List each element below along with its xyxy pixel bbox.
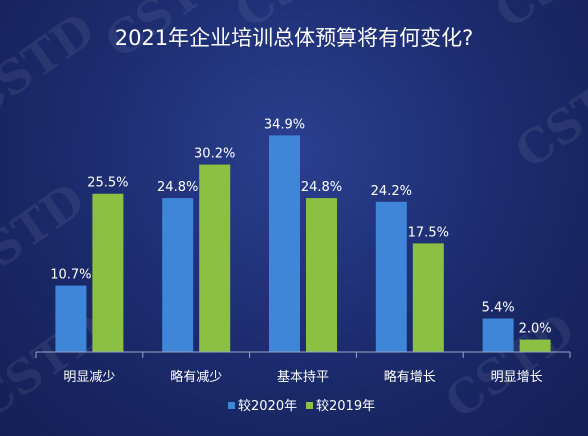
- data-label: 2.0%: [519, 322, 552, 337]
- bar-series1: [55, 285, 87, 352]
- chart-title: 2021年企业培训总体预算将有何变化?: [115, 26, 474, 50]
- bar-series2: [412, 243, 444, 352]
- bar-series1: [375, 201, 407, 352]
- legend-label: 较2020年: [238, 399, 297, 414]
- data-label: 30.2%: [194, 147, 235, 162]
- bar-series1: [482, 318, 514, 352]
- data-label: 25.5%: [87, 176, 128, 191]
- legend-swatch: [228, 402, 235, 409]
- category-label: 明显增长: [491, 370, 543, 385]
- category-label: 明显减少: [63, 370, 115, 385]
- legend: 较2020年 较2019年: [228, 399, 375, 414]
- bar-series1: [162, 198, 194, 352]
- bar-series2: [306, 198, 337, 352]
- category-label: 略有减少: [170, 369, 222, 385]
- data-label: 24.8%: [301, 180, 342, 195]
- watermark-text: CSTD: [0, 2, 104, 129]
- bar-series2: [519, 339, 551, 352]
- bars-layer: 10.7% 25.5% 24.8% 30.2% 34.9% 24.8% 24.2% 17.5%…: [50, 117, 552, 352]
- watermark-text: CSTD: [505, 52, 588, 179]
- legend-label: 较2019年: [316, 399, 375, 414]
- watermark-text: CSTD: [485, 0, 588, 39]
- x-axis-ticks: [35, 352, 571, 358]
- data-label: 17.5%: [408, 225, 449, 240]
- data-label: 24.8%: [157, 180, 198, 195]
- data-label: 10.7%: [50, 268, 91, 283]
- category-labels: 明显减少 略有减少 基本持平 略有增长 明显增长: [63, 369, 542, 385]
- data-label: 24.2%: [371, 184, 412, 199]
- bar-series1: [269, 135, 300, 352]
- category-label: 基本持平: [277, 370, 329, 385]
- data-label: 5.4%: [482, 300, 515, 315]
- legend-swatch: [306, 402, 313, 409]
- bar-series2: [92, 193, 124, 352]
- data-label: 34.9%: [264, 117, 305, 132]
- bar-series2: [199, 164, 231, 352]
- category-label: 略有增长: [384, 369, 436, 385]
